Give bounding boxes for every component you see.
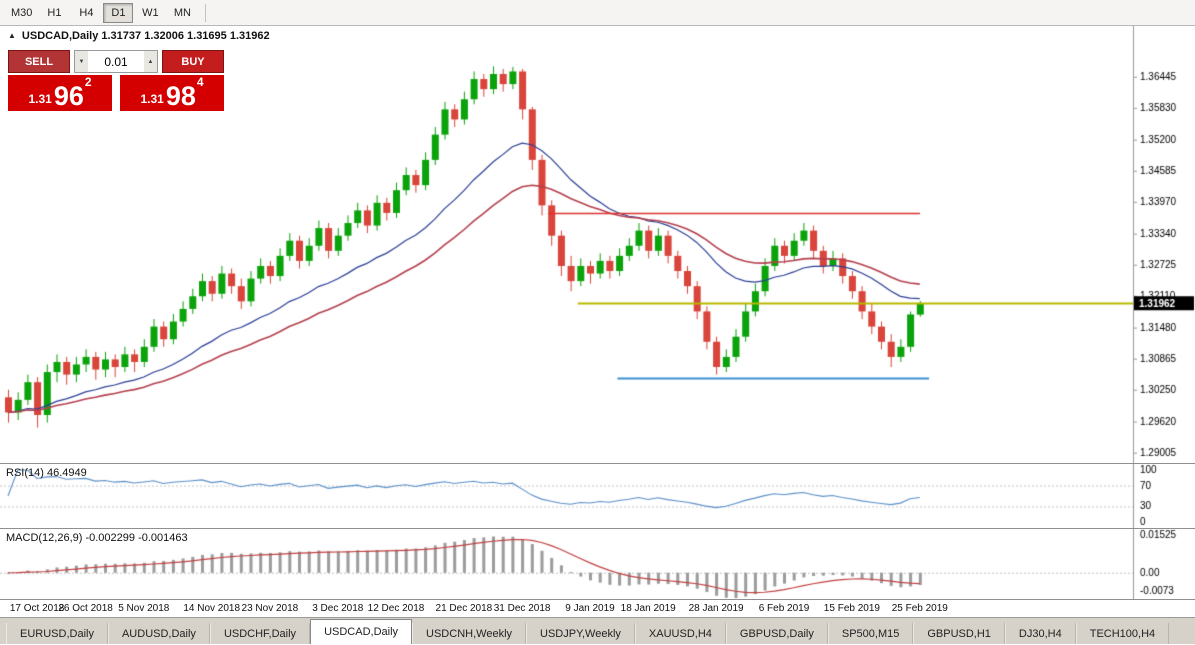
sell-price-big: 96: [53, 81, 84, 112]
chart-tab-gbpusd[interactable]: GBPUSD,Daily: [725, 623, 828, 644]
sell-price-sup: 2: [84, 75, 92, 89]
lot-increase-button[interactable]: ▲: [144, 51, 157, 72]
timeframe-button-mn[interactable]: MN: [167, 3, 197, 23]
date-tick-label: 18 Jan 2019: [620, 603, 676, 614]
toolbar-separator: [205, 3, 207, 22]
timeframe-button-group: M30 H1 H4 D1 W1 MN: [6, 2, 197, 23]
date-tick-label: 14 Nov 2018: [183, 603, 241, 614]
buy-price-sup: 4: [196, 75, 204, 89]
lot-decrease-button[interactable]: ▼: [75, 51, 88, 72]
trade-buttons-row: SELL ▼ ▲ BUY: [8, 50, 224, 73]
rsi-chart-canvas[interactable]: [0, 464, 1195, 528]
chart-tab-usdcnh[interactable]: USDCNH,Weekly: [412, 623, 527, 644]
date-tick-label: 26 Oct 2018: [58, 603, 113, 614]
rsi-indicator-panel: RSI(14) 46.4949: [0, 463, 1195, 528]
date-tick-label: 15 Feb 2019: [823, 603, 880, 614]
date-tick-label: 17 Oct 2018: [9, 603, 65, 614]
chart-tab-xauusd[interactable]: XAUUSD,H4: [634, 623, 726, 644]
buy-price-big: 98: [165, 81, 196, 112]
macd-indicator-panel: MACD(12,26,9) -0.002299 -0.001463: [0, 528, 1195, 599]
chart-tabs-bar: EURUSD,Daily AUDUSD,Daily USDCHF,Daily USDC…: [0, 617, 1195, 644]
date-tick-label: 12 Dec 2018: [367, 603, 425, 614]
date-tick-label: 21 Dec 2018: [435, 603, 493, 614]
buy-button[interactable]: BUY: [162, 50, 224, 73]
chart-tab-usdcad[interactable]: USDCAD,Daily: [310, 619, 413, 644]
sell-price-prefix: 1.31: [28, 92, 52, 106]
chart-tab-audusd[interactable]: AUDUSD,Daily: [107, 623, 210, 644]
chart-tab-dj30[interactable]: DJ30,H4: [1004, 623, 1076, 644]
sell-price-display[interactable]: 1.31 96 2: [8, 75, 112, 111]
macd-chart-canvas[interactable]: [0, 529, 1195, 599]
timeframe-toolbar: M30 H1 H4 D1 W1 MN: [0, 0, 1195, 26]
price-chart-panel: ▲ USDCAD,Daily 1.31737 1.32006 1.31695 1…: [0, 26, 1195, 463]
chart-tab-usdchf[interactable]: USDCHF,Daily: [209, 623, 311, 644]
date-tick-label: 9 Jan 2019: [565, 603, 615, 614]
chart-tab-eurusd[interactable]: EURUSD,Daily: [6, 623, 108, 644]
lot-size-field: ▼ ▲: [74, 50, 158, 73]
date-tick-label: 23 Nov 2018: [241, 603, 299, 614]
timeframe-button-h1[interactable]: H1: [39, 3, 69, 23]
date-tick-label: 3 Dec 2018: [312, 603, 364, 614]
one-click-collapse-icon[interactable]: ▲: [8, 31, 16, 40]
buy-price-prefix: 1.31: [140, 92, 164, 106]
macd-label: MACD(12,26,9) -0.002299 -0.001463: [6, 532, 188, 544]
sell-button[interactable]: SELL: [8, 50, 70, 73]
rsi-label: RSI(14) 46.4949: [6, 467, 87, 479]
date-tick-label: 31 Dec 2018: [493, 603, 551, 614]
trade-prices-row: 1.31 96 2 1.31 98 4: [8, 75, 224, 111]
chart-tab-sp500[interactable]: SP500,M15: [827, 623, 914, 644]
timeframe-button-m30[interactable]: M30: [6, 3, 37, 23]
date-tick-label: 6 Feb 2019: [758, 603, 810, 614]
timeframe-button-h4[interactable]: H4: [71, 3, 101, 23]
chart-tab-gbpusd[interactable]: GBPUSD,H1: [913, 623, 1005, 644]
date-tick-label: 28 Jan 2019: [688, 603, 744, 614]
date-tick-label: 5 Nov 2018: [118, 603, 170, 614]
chart-tab-usdjpy[interactable]: USDJPY,Weekly: [526, 623, 635, 644]
buy-price-display[interactable]: 1.31 98 4: [120, 75, 224, 111]
date-axis: 17 Oct 2018 26 Oct 2018 5 Nov 2018 14 Nov 2…: [0, 599, 1195, 617]
timeframe-button-w1[interactable]: W1: [135, 3, 165, 23]
chart-tab-tech100[interactable]: TECH100,H4: [1075, 623, 1170, 644]
chart-title-text: USDCAD,Daily 1.31737 1.32006 1.31695 1.3…: [21, 30, 270, 42]
chart-title: ▲ USDCAD,Daily 1.31737 1.32006 1.31695 1…: [8, 30, 270, 42]
timeframe-button-d1[interactable]: D1: [103, 2, 134, 23]
date-tick-label: 25 Feb 2019: [891, 603, 948, 614]
lot-size-input[interactable]: [88, 51, 144, 72]
